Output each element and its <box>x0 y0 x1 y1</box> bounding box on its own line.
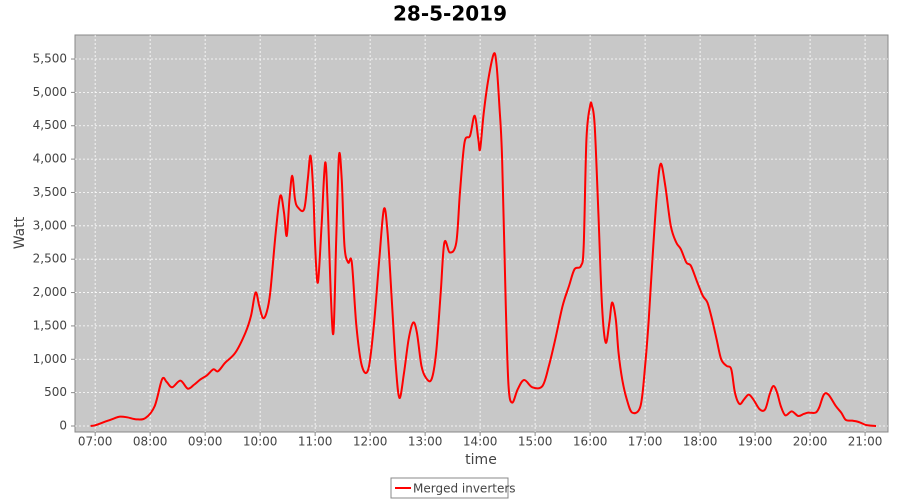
x-tick-label: 21:00 <box>848 435 883 449</box>
y-tick-label: 1,000 <box>33 352 67 366</box>
y-axis-label: Watt <box>12 216 28 249</box>
x-tick-label: 15:00 <box>518 435 553 449</box>
y-tick-label: 4,000 <box>33 152 67 166</box>
x-tick-label: 20:00 <box>793 435 828 449</box>
line <box>90 52 877 427</box>
y-tick-label: 1,500 <box>33 318 67 332</box>
plot-area <box>74 34 889 433</box>
x-tick-label: 16:00 <box>573 435 608 449</box>
y-tick-label: 5,000 <box>33 85 67 99</box>
y-tick-label: 3,500 <box>33 185 67 199</box>
x-axis-label: time <box>465 452 497 468</box>
x-tick-label: 14:00 <box>463 435 498 449</box>
y-tick-label: 2,000 <box>33 285 67 299</box>
x-tick-label: 09:00 <box>188 435 223 449</box>
x-tick-label: 18:00 <box>683 435 718 449</box>
x-tick-label: 17:00 <box>628 435 663 449</box>
y-tick-label: 3,000 <box>33 218 67 232</box>
x-tick-label: 11:00 <box>298 435 333 449</box>
y-tick-label: 5,500 <box>33 52 67 66</box>
x-tick-label: 13:00 <box>408 435 443 449</box>
y-tick-label: 2,500 <box>33 252 67 266</box>
legend-label: Merged inverters <box>413 482 516 496</box>
x-tick-label: 07:00 <box>78 435 113 449</box>
x-tick-label: 10:00 <box>243 435 278 449</box>
x-tick-label: 19:00 <box>738 435 773 449</box>
x-tick-label: 12:00 <box>353 435 388 449</box>
x-tick-label: 08:00 <box>133 435 168 449</box>
y-tick-label: 4,500 <box>33 118 67 132</box>
y-tick-label: 500 <box>44 385 67 399</box>
legend <box>390 477 509 499</box>
chart-title: 28-5-2019 <box>393 2 507 26</box>
y-tick-label: 0 <box>59 418 67 432</box>
